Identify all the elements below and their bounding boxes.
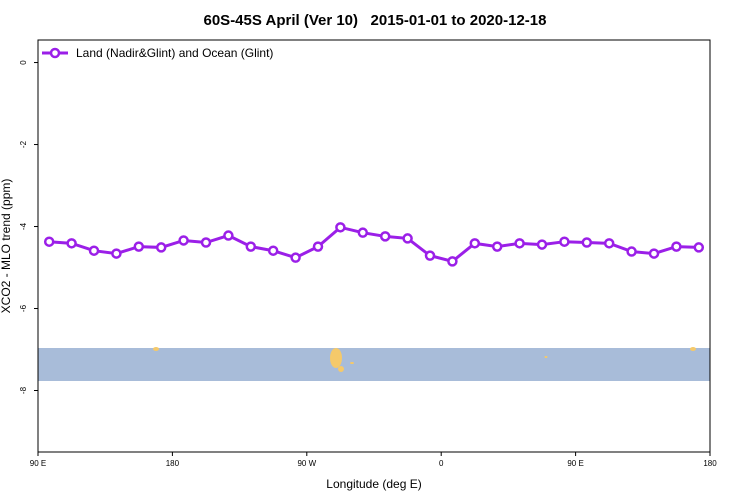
point bbox=[402, 233, 413, 244]
point bbox=[469, 238, 481, 249]
point bbox=[648, 248, 660, 259]
point bbox=[66, 238, 77, 249]
point bbox=[200, 237, 212, 248]
point bbox=[88, 245, 100, 256]
y-tick-label: -2 bbox=[19, 140, 28, 148]
point bbox=[111, 248, 122, 259]
point bbox=[581, 237, 593, 248]
legend-label: Land (Nadir&Glint) and Ocean (Glint) bbox=[76, 46, 273, 60]
y-axis-label: XCO2 - MLO trend (ppm) bbox=[0, 179, 13, 314]
chart-title: 60S-45S April (Ver 10) 2015-01-01 to 202… bbox=[204, 12, 547, 29]
x-tick-label: 0 bbox=[439, 459, 444, 468]
point bbox=[267, 245, 279, 256]
point bbox=[335, 222, 346, 233]
y-tick-label: -6 bbox=[19, 304, 28, 312]
point bbox=[245, 241, 257, 252]
x-tick-label: 90 W bbox=[297, 459, 316, 468]
point bbox=[424, 250, 436, 261]
y-tick-label: 0 bbox=[19, 60, 28, 65]
point bbox=[133, 241, 145, 252]
series-line bbox=[49, 225, 699, 264]
x-tick-label: 180 bbox=[166, 459, 180, 468]
x-tick-label: 90 E bbox=[567, 459, 583, 468]
point bbox=[178, 235, 189, 246]
point bbox=[603, 238, 615, 249]
legend-marker bbox=[49, 47, 61, 59]
point bbox=[447, 256, 458, 267]
x-tick-label: 180 bbox=[703, 459, 717, 468]
point bbox=[626, 246, 637, 257]
point bbox=[536, 239, 548, 250]
point bbox=[559, 236, 570, 247]
y-tick-label: -4 bbox=[19, 222, 28, 230]
x-axis-label: Longitude (deg E) bbox=[326, 477, 421, 491]
point bbox=[155, 242, 167, 253]
point bbox=[379, 231, 391, 242]
point bbox=[671, 241, 682, 252]
point bbox=[290, 252, 301, 263]
point bbox=[514, 238, 525, 249]
map-band bbox=[38, 348, 710, 381]
x-tick-label: 90 E bbox=[30, 459, 46, 468]
plot-frame bbox=[37, 39, 711, 453]
point bbox=[693, 242, 705, 253]
land-shapes bbox=[153, 347, 696, 372]
y-tick-label: -8 bbox=[19, 386, 28, 394]
point bbox=[312, 241, 324, 252]
point bbox=[357, 227, 369, 238]
point bbox=[491, 241, 503, 252]
point bbox=[223, 230, 234, 241]
point bbox=[43, 236, 55, 247]
